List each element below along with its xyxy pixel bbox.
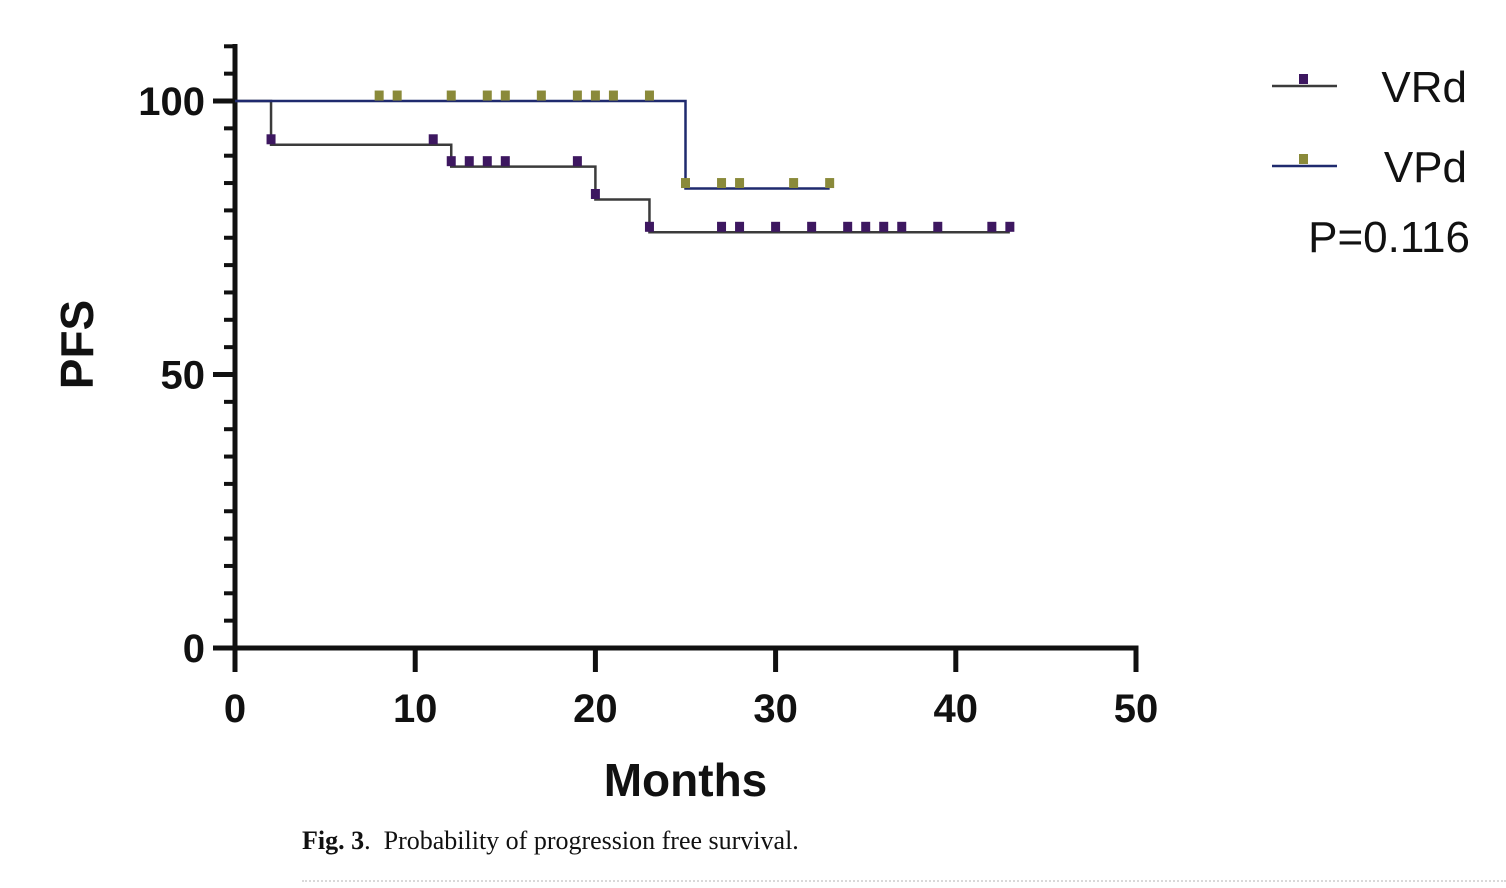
censor-mark-vrd [644, 221, 654, 232]
censor-mark-vpd [644, 90, 654, 101]
censor-mark-vrd [879, 221, 889, 232]
x-tick-label: 10 [393, 687, 438, 731]
figure-label: Fig. 3 [302, 826, 365, 855]
censor-mark-vpd [717, 178, 727, 189]
legend-label-vrd: VRd [1381, 63, 1467, 112]
y-tick-label: 100 [138, 80, 205, 124]
censor-mark-vpd [735, 178, 745, 189]
x-tick-label: 40 [934, 687, 979, 731]
censor-mark-vpd [482, 90, 492, 101]
survival-curve-vrd [235, 99, 1010, 234]
legend-marker-vrd [1299, 74, 1308, 84]
legend-item-vrd: VRd [1272, 63, 1467, 112]
censor-mark-vpd [536, 90, 546, 101]
x-tick-label: 0 [224, 687, 246, 731]
series-vrd [235, 99, 1015, 234]
censor-mark-vpd [608, 90, 618, 101]
y-tick-labels: 0 50 100 [138, 80, 205, 671]
legend: VRd VPd P=0.116 [1272, 63, 1470, 262]
censor-mark-vrd [861, 221, 871, 232]
censor-mark-vrd [428, 134, 438, 145]
censor-mark-vpd [572, 90, 582, 101]
censor-mark-vrd [897, 221, 907, 232]
x-ticks [232, 648, 1139, 672]
series-vpd [235, 90, 835, 190]
censor-mark-vrd [464, 156, 474, 167]
caption-text: Probability of progression free survival… [383, 826, 799, 855]
censor-mark-vpd [392, 90, 402, 101]
legend-item-vpd: VPd [1272, 143, 1467, 192]
legend-items: VRd VPd [1272, 63, 1467, 192]
censor-mark-vrd [1005, 221, 1015, 232]
censor-mark-vrd [933, 221, 943, 232]
x-tick-label: 30 [753, 687, 798, 731]
p-value-annotation: P=0.116 [1308, 213, 1470, 262]
censor-mark-vpd [590, 90, 600, 101]
x-tick-label: 50 [1114, 687, 1159, 731]
censor-mark-vrd [987, 221, 997, 232]
censor-mark-vrd [807, 221, 817, 232]
censor-mark-vrd [500, 156, 510, 167]
censor-mark-vrd [735, 221, 745, 232]
plot-series [235, 90, 1015, 234]
censor-mark-vpd [374, 90, 384, 101]
censor-mark-vpd [789, 178, 799, 189]
censor-mark-vrd [590, 188, 600, 199]
censor-mark-vrd [572, 156, 582, 167]
legend-label-vpd: VPd [1384, 143, 1467, 192]
y-axis: 0 50 100 PFS [51, 44, 238, 671]
censor-mark-vrd [446, 156, 456, 167]
legend-marker-vpd [1299, 154, 1308, 164]
censor-mark-vrd [771, 221, 781, 232]
censor-mark-vpd [446, 90, 456, 101]
censor-mark-vpd [681, 178, 690, 189]
censor-mark-vrd [482, 156, 492, 167]
censor-mark-vrd [266, 134, 276, 145]
caption-separator: . [364, 826, 384, 855]
survival-curve-vpd [235, 99, 830, 190]
y-tick-label: 0 [183, 627, 205, 671]
figure-caption: Fig. 3. Probability of progression free … [302, 826, 799, 856]
y-tick-label: 50 [161, 354, 206, 398]
x-axis-title: Months [604, 754, 768, 806]
y-ticks [213, 44, 235, 651]
x-axis: 0 10 20 30 40 50 Months [224, 645, 1158, 806]
censor-mark-vrd [717, 221, 727, 232]
censor-mark-vpd [825, 178, 835, 189]
censor-mark-vrd [843, 221, 853, 232]
y-axis-title: PFS [51, 300, 103, 389]
dotted-divider [302, 880, 1506, 882]
censor-mark-vpd [500, 90, 510, 101]
x-tick-label: 20 [573, 687, 618, 731]
x-tick-labels: 0 10 20 30 40 50 [224, 687, 1158, 731]
